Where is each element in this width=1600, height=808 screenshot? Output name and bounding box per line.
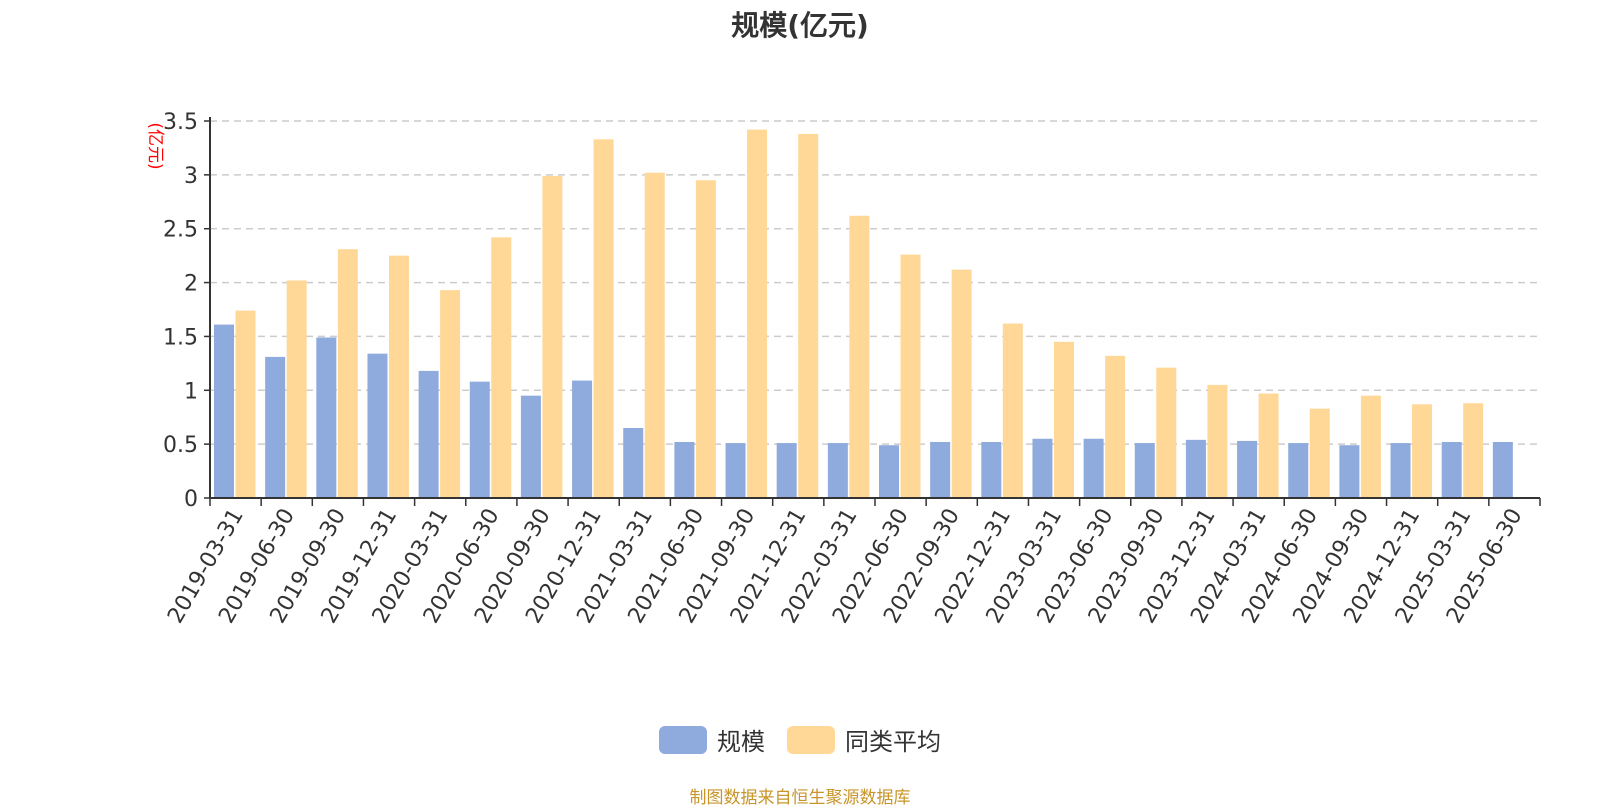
y-axis-unit-label: (亿元): [145, 122, 165, 169]
bar-peer-average[interactable]: [542, 175, 563, 499]
bar-peer-average[interactable]: [695, 180, 716, 498]
bar-scale[interactable]: [1441, 441, 1462, 498]
bar-peer-average[interactable]: [593, 139, 614, 498]
legend-label-scale: 规模: [717, 728, 765, 756]
y-tick-label: 2: [184, 272, 198, 297]
bar-scale[interactable]: [418, 370, 439, 498]
bar-peer-average[interactable]: [798, 133, 819, 498]
y-tick-label: 0.5: [163, 433, 198, 458]
bar-scale[interactable]: [879, 445, 899, 498]
y-tick-label: 0: [184, 487, 198, 512]
bar-scale[interactable]: [1032, 438, 1053, 498]
bar-scale[interactable]: [1288, 443, 1309, 498]
bar-peer-average[interactable]: [1258, 393, 1279, 498]
bar-peer-average[interactable]: [1309, 408, 1330, 498]
bar-scale[interactable]: [1339, 445, 1360, 498]
bar-peer-average[interactable]: [286, 280, 307, 498]
bar-scale[interactable]: [827, 443, 848, 498]
bar-peer-average[interactable]: [1156, 367, 1177, 498]
bar-scale[interactable]: [776, 443, 797, 498]
bar-scale[interactable]: [1237, 440, 1258, 498]
chart-title: 规模(亿元): [731, 9, 869, 42]
bar-peer-average[interactable]: [235, 310, 256, 498]
bar-scale[interactable]: [572, 380, 593, 498]
bar-scale[interactable]: [1390, 443, 1411, 498]
bar-scale[interactable]: [623, 427, 644, 498]
bars: [214, 129, 1513, 499]
bar-scale[interactable]: [725, 443, 746, 498]
bar-scale[interactable]: [1134, 443, 1155, 498]
y-tick-label: 1: [184, 379, 198, 404]
bar-scale[interactable]: [1083, 438, 1104, 498]
y-tick-label: 3: [184, 164, 198, 189]
legend: 规模 同类平均: [0, 722, 1600, 757]
bar-peer-average[interactable]: [747, 129, 768, 499]
bar-peer-average[interactable]: [1360, 395, 1381, 498]
bar-peer-average[interactable]: [1207, 384, 1228, 498]
legend-item-scale[interactable]: 规模: [659, 722, 765, 757]
bar-peer-average[interactable]: [1053, 341, 1074, 498]
y-tick-label: 2.5: [163, 218, 198, 243]
bar-peer-average[interactable]: [1463, 403, 1484, 498]
bar-scale[interactable]: [674, 441, 695, 498]
bar-peer-average[interactable]: [337, 249, 358, 498]
bar-peer-average[interactable]: [388, 255, 409, 498]
bar-peer-average[interactable]: [440, 290, 461, 498]
bar-scale[interactable]: [265, 356, 286, 498]
bar-peer-average[interactable]: [1412, 404, 1433, 498]
bar-scale[interactable]: [930, 441, 951, 498]
bar-peer-average[interactable]: [849, 215, 870, 498]
bar-peer-average[interactable]: [951, 269, 972, 498]
bar-peer-average[interactable]: [491, 237, 512, 498]
source-note: 制图数据来自恒生聚源数据库: [689, 788, 911, 808]
bar-scale[interactable]: [214, 324, 234, 498]
bar-scale[interactable]: [469, 381, 490, 498]
legend-label-peer-average: 同类平均: [845, 728, 941, 756]
bar-scale[interactable]: [367, 353, 388, 498]
y-tick-label: 3.5: [163, 110, 198, 135]
legend-swatch-scale: [659, 725, 707, 754]
legend-swatch-peer-average: [787, 725, 835, 754]
bar-peer-average[interactable]: [1002, 323, 1023, 498]
bar-peer-average[interactable]: [1105, 355, 1126, 498]
bar-scale[interactable]: [1185, 439, 1206, 498]
grid-lines: [210, 120, 1540, 445]
y-tick-label: 1.5: [163, 325, 198, 350]
bar-scale[interactable]: [316, 337, 337, 498]
bar-scale[interactable]: [981, 441, 1002, 498]
legend-item-peer-average[interactable]: 同类平均: [787, 722, 941, 757]
bar-peer-average[interactable]: [644, 172, 665, 498]
bar-scale[interactable]: [520, 395, 541, 498]
bar-peer-average[interactable]: [900, 254, 921, 498]
bar-scale[interactable]: [1492, 441, 1513, 498]
